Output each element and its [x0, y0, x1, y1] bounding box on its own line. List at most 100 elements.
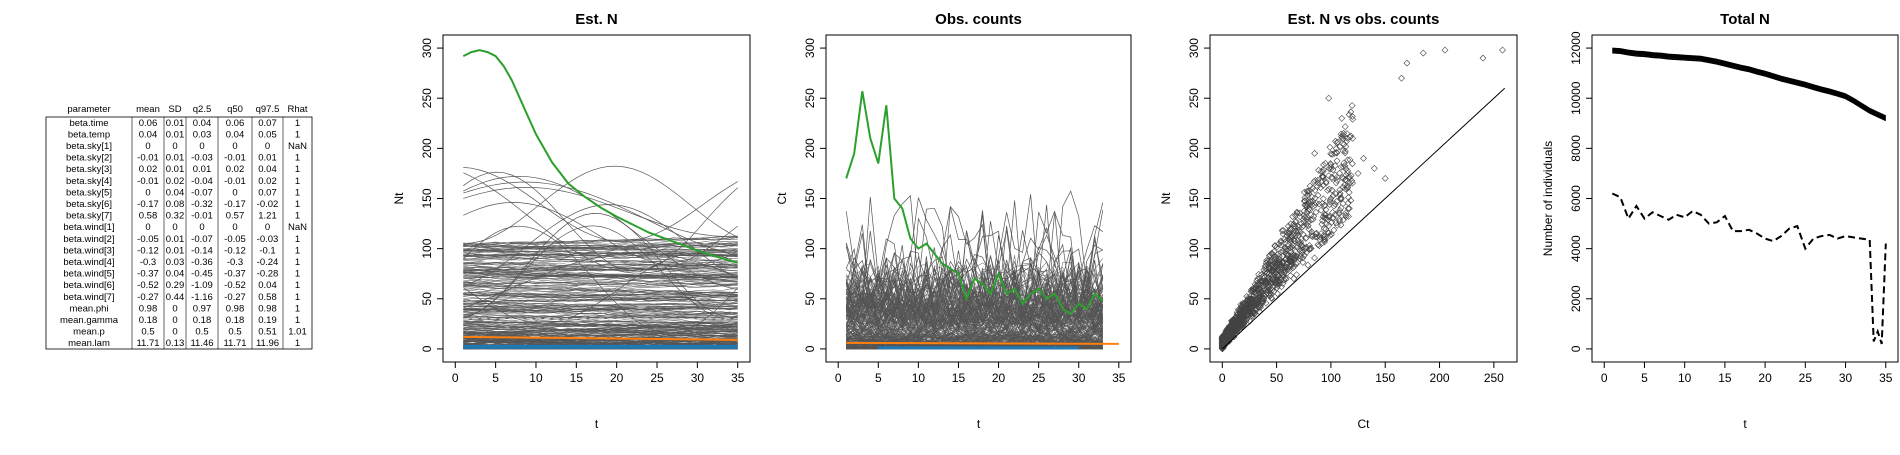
table-cell: 11.46: [190, 338, 213, 349]
y-tick-label: 250: [420, 88, 434, 108]
table-cell: 0.01: [166, 245, 185, 256]
table-cell: -0.14: [191, 245, 213, 256]
table-cell: -1.16: [191, 292, 213, 303]
y-tick-label: 250: [803, 88, 817, 108]
y-tick-label: 300: [1187, 38, 1201, 58]
table-cell: 1: [295, 234, 300, 245]
table-cell: -0.17: [137, 199, 159, 210]
x-tick-label: 15: [570, 371, 584, 385]
orange-overlay-line: [846, 343, 1119, 344]
table-cell: 0.06: [226, 118, 245, 129]
scatter-point: [1347, 157, 1353, 163]
table-cell: 1: [295, 292, 300, 303]
table-cell: 0: [172, 315, 177, 326]
x-axis-label: t: [977, 417, 981, 431]
x-tick-label: 200: [1430, 371, 1450, 385]
total-n-line: [1612, 50, 1886, 118]
table-cell: beta.wind[7]: [63, 292, 114, 303]
table-cell: beta.sky[6]: [66, 199, 112, 210]
table-cell: -0.27: [137, 292, 159, 303]
table-cell: 0.04: [166, 269, 185, 280]
table-cell: 1: [295, 199, 300, 210]
x-tick-label: 15: [952, 371, 966, 385]
table-cell: -0.3: [227, 257, 243, 268]
scatter-point: [1312, 150, 1318, 156]
x-tick-label: 25: [1799, 371, 1813, 385]
total-count-dashed-line: [1612, 194, 1886, 344]
scatter-point: [1399, 75, 1405, 81]
x-tick-label: 10: [912, 371, 926, 385]
x-tick-label: 20: [992, 371, 1006, 385]
chart-title: Est. N: [575, 11, 618, 28]
table-cell: 0.03: [193, 129, 212, 140]
table-cell: beta.wind[3]: [63, 245, 114, 256]
table-cell: 0.01: [166, 234, 185, 245]
table-cell: mean.gamma: [60, 315, 119, 326]
y-tick-label: 200: [803, 138, 817, 158]
y-tick-label: 150: [420, 188, 434, 208]
y-tick-label: 100: [1187, 238, 1201, 258]
x-tick-label: 20: [1758, 371, 1772, 385]
x-tick-label: 35: [1112, 371, 1126, 385]
x-tick-label: 35: [1879, 371, 1893, 385]
scatter-point: [1500, 47, 1506, 53]
y-tick-label: 250: [1187, 88, 1201, 108]
table-cell: 0.07: [258, 118, 277, 129]
table-cell: 11.96: [256, 338, 279, 349]
total-n-line: [1612, 53, 1886, 121]
table-cell: beta.sky[5]: [66, 187, 112, 198]
y-tick-label: 50: [803, 292, 817, 306]
scatter-point: [1312, 255, 1318, 261]
scatter-point: [1287, 273, 1293, 279]
table-cell: 0: [265, 141, 270, 152]
table-cell: -0.12: [224, 245, 246, 256]
table-cell: 0.01: [193, 164, 212, 175]
y-tick-label: 150: [1187, 188, 1201, 208]
table-cell: 11.71: [136, 338, 159, 349]
x-tick-label: 50: [1270, 371, 1284, 385]
table-cell: 1: [295, 257, 300, 268]
x-tick-label: 15: [1718, 371, 1732, 385]
total-n-lines: [1612, 48, 1886, 344]
table-cell: -0.27: [224, 292, 246, 303]
table-cell: 0.02: [166, 176, 185, 187]
x-axis-label: t: [1743, 417, 1747, 431]
scatter-point: [1294, 272, 1300, 278]
y-axis-label: Nt: [392, 192, 406, 205]
table-cell: 1: [295, 118, 300, 129]
table-header-0: parameter: [67, 104, 110, 115]
table-cell: beta.wind[4]: [63, 257, 114, 268]
total-n-line: [1612, 51, 1886, 119]
table-cell: beta.sky[3]: [66, 164, 112, 175]
table-cell: -0.17: [224, 199, 246, 210]
y-tick-label: 100: [803, 238, 817, 258]
table-cell: -0.36: [191, 257, 213, 268]
y-tick-label: 200: [1187, 138, 1201, 158]
table-cell: 0.02: [226, 164, 245, 175]
table-cell: 0: [199, 222, 204, 233]
table-cell: 0.5: [195, 327, 208, 338]
table-cell: mean.phi: [69, 303, 108, 314]
scatter-point: [1420, 50, 1426, 56]
scatter-point: [1355, 170, 1361, 176]
table-cell: beta.sky[4]: [66, 176, 112, 187]
table-cell: 0.98: [258, 303, 277, 314]
table-cell: 0.51: [258, 327, 277, 338]
table-cell: -0.03: [257, 234, 279, 245]
scatter-point: [1442, 47, 1448, 53]
y-tick-label: 50: [420, 292, 434, 306]
table-cell: beta.sky[2]: [66, 153, 112, 164]
scatter-point: [1312, 187, 1318, 193]
table-cell: 1: [295, 129, 300, 140]
table-cell: beta.time: [69, 118, 108, 129]
y-axis-label: Ct: [775, 192, 789, 205]
table-cell: 1: [295, 153, 300, 164]
chart-title: Obs. counts: [935, 11, 1022, 28]
y-tick-label: 2000: [1569, 285, 1583, 312]
table-cell: 0.57: [226, 211, 245, 222]
table-cell: -0.45: [191, 269, 213, 280]
table-cell: 0.29: [166, 280, 185, 291]
